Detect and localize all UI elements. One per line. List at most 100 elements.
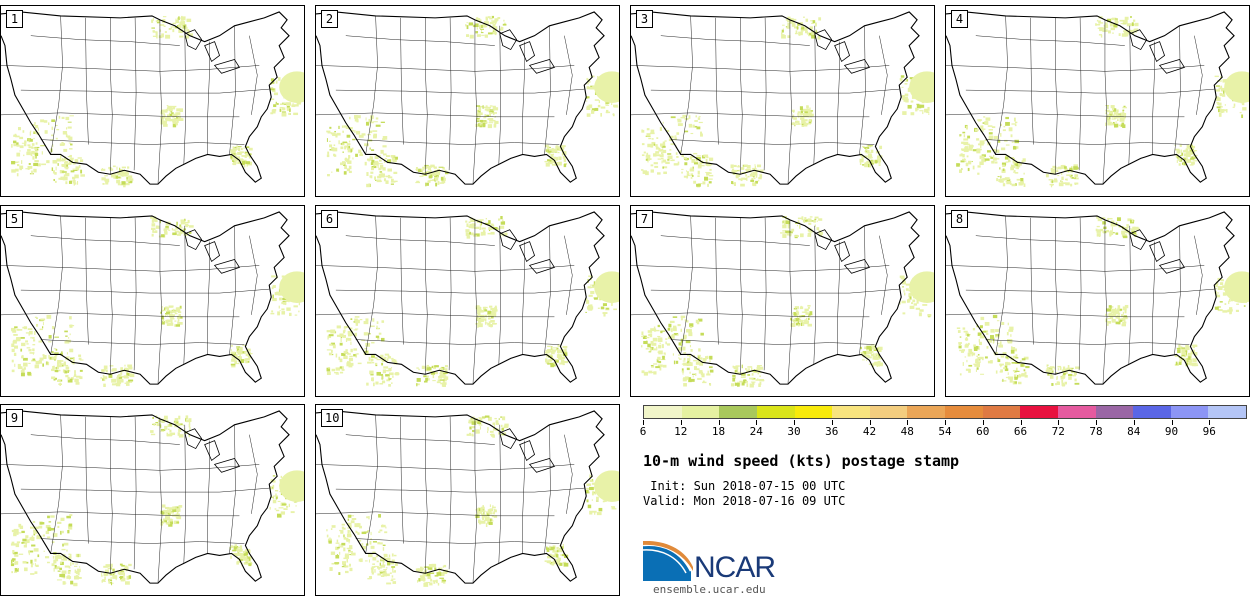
wind-shading (22, 561, 27, 564)
wind-shading (428, 175, 432, 179)
state-border (985, 139, 1190, 145)
wind-shading (239, 356, 242, 359)
wind-shading (360, 558, 363, 563)
wind-shading (391, 575, 394, 578)
wind-shading (338, 140, 340, 145)
wind-shading (37, 554, 40, 558)
wind-shading (1071, 177, 1077, 179)
wind-shading (67, 575, 70, 577)
wind-shading (270, 98, 275, 101)
colorbar-tick (1209, 420, 1211, 425)
wind-shading (1126, 224, 1129, 227)
wind-shading (430, 371, 436, 375)
wind-shading (990, 156, 994, 159)
wind-shading (51, 326, 55, 330)
wind-shading (909, 295, 912, 300)
wind-shading (1011, 346, 1013, 348)
wind-shading (237, 350, 240, 353)
wind-shading (155, 225, 160, 229)
state-border (207, 440, 210, 554)
wind-shading (335, 353, 338, 358)
wind-shading (1008, 329, 1014, 332)
wind-shading (732, 365, 735, 368)
state-border (1055, 17, 1058, 175)
wind-shading (965, 125, 968, 130)
wind-shading (481, 29, 483, 32)
state-border (157, 19, 163, 185)
wind-shading (164, 231, 168, 235)
wind-shading (349, 362, 354, 366)
wind-shading (68, 136, 73, 140)
wind-shading (613, 308, 618, 311)
wind-shading (1114, 19, 1118, 24)
wind-shading (589, 286, 595, 289)
wind-shading (594, 492, 597, 495)
wind-shading (172, 123, 177, 128)
wind-shading (48, 341, 52, 343)
wind-shading (271, 286, 274, 290)
wind-shading (28, 550, 31, 554)
wind-shading (434, 371, 438, 375)
wind-shading (51, 126, 54, 130)
wind-shading (683, 157, 687, 159)
wind-shading (243, 562, 249, 565)
wind-shading (967, 135, 971, 139)
wind-shading (968, 144, 974, 149)
wind-shading (699, 164, 705, 167)
wind-shading (675, 360, 679, 364)
wind-shading (59, 363, 64, 367)
wind-shading (172, 113, 174, 117)
wind-shading (16, 337, 21, 341)
wind-shading (589, 510, 593, 515)
wind-shading (174, 310, 180, 312)
wind-shading (587, 504, 592, 509)
wind-shading (489, 113, 491, 117)
wind-shading (167, 105, 172, 110)
wind-shading (657, 364, 663, 367)
wind-shading (878, 354, 880, 358)
wind-shading (688, 362, 693, 367)
wind-shading (67, 378, 73, 383)
wind-shading (439, 572, 445, 575)
wind-shading (374, 160, 379, 165)
wind-shading (976, 361, 980, 365)
wind-shading (1005, 144, 1010, 146)
wind-shading (733, 182, 737, 187)
wind-shading (169, 511, 174, 514)
wind-shading (709, 168, 712, 171)
wind-shading (383, 553, 387, 556)
wind-shading (1070, 183, 1073, 187)
wind-shading (1107, 217, 1109, 221)
wind-shading (426, 170, 430, 175)
wind-shading (130, 381, 133, 383)
wind-shading (55, 567, 58, 570)
wind-shading (175, 324, 181, 327)
wind-shading (272, 499, 277, 504)
wind-shading (812, 20, 816, 24)
colorbar-tick (680, 420, 682, 425)
wind-shading (152, 417, 154, 419)
wind-shading (355, 153, 358, 157)
wind-shading (64, 166, 69, 169)
wind-shading (588, 104, 593, 108)
wind-shading (553, 362, 555, 365)
wind-shading (13, 143, 19, 147)
state-border (425, 17, 428, 175)
state-border (448, 17, 452, 171)
wind-shading (683, 357, 686, 361)
wind-shading (662, 364, 667, 368)
wind-shading (440, 176, 444, 181)
wind-shading (433, 581, 436, 584)
wind-shading (485, 217, 487, 220)
wind-shading (1021, 358, 1026, 361)
wind-shading (62, 558, 68, 561)
state-border (544, 25, 551, 155)
wind-shading (705, 158, 708, 163)
wind-shading (115, 383, 117, 386)
wind-shading (72, 168, 77, 170)
wind-shading (107, 567, 111, 570)
wind-shading (11, 369, 15, 373)
wind-shading (661, 145, 666, 148)
wind-shading (501, 26, 504, 29)
wind-shading (1124, 309, 1127, 314)
